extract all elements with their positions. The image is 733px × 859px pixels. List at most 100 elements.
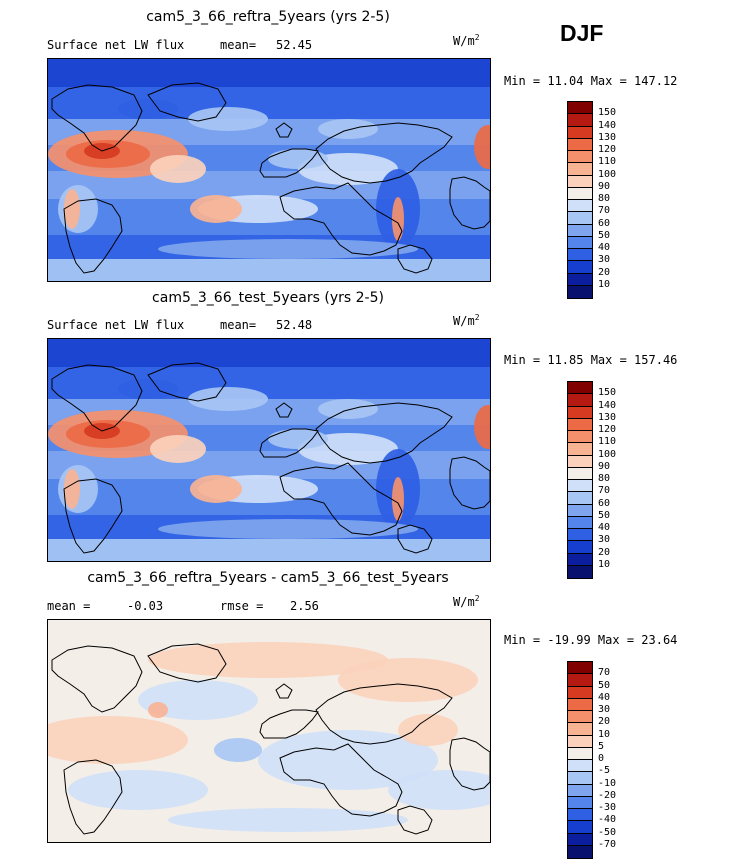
colorbar-swatch bbox=[568, 529, 592, 542]
colorbar-swatch bbox=[568, 809, 592, 822]
panel-3-map bbox=[47, 619, 491, 843]
panel-3-mean-value: -0.03 bbox=[127, 599, 164, 613]
colorbar-swatch bbox=[568, 382, 592, 395]
colorbar-level-label: 140 bbox=[598, 399, 617, 411]
colorbar-level-label: 150 bbox=[598, 387, 617, 399]
panel-1-colorbar bbox=[567, 101, 593, 299]
colorbar-swatch bbox=[568, 212, 592, 225]
panel-3-title: cam5_3_66_reftra_5years - cam5_3_66_test… bbox=[87, 570, 449, 586]
colorbar-level-label: 50 bbox=[598, 229, 611, 241]
colorbar-swatch bbox=[568, 735, 592, 748]
colorbar-level-label: 30 bbox=[598, 704, 611, 715]
colorbar-swatch bbox=[568, 553, 592, 566]
colorbar-level-label: 110 bbox=[598, 436, 617, 448]
panel-3-rmse-label: rmse = bbox=[220, 599, 264, 613]
colorbar-swatch bbox=[568, 431, 592, 444]
colorbar-level-label: -10 bbox=[598, 777, 617, 789]
colorbar-swatch bbox=[568, 541, 592, 554]
colorbar-swatch bbox=[568, 796, 592, 809]
colorbar-swatch bbox=[568, 443, 592, 456]
colorbar-swatch bbox=[568, 467, 592, 480]
colorbar-level-label: 120 bbox=[598, 424, 617, 435]
colorbar-swatch bbox=[568, 249, 592, 262]
colorbar-level-label: -70 bbox=[598, 838, 617, 850]
panel-2-field-label: Surface net LW flux bbox=[47, 318, 185, 332]
panel-3-unit: W/m2 bbox=[453, 594, 480, 609]
colorbar-level-label: 150 bbox=[598, 107, 617, 119]
panel-1-mean-label: mean= bbox=[220, 38, 257, 52]
panel-2-unit: W/m2 bbox=[453, 313, 480, 328]
colorbar-level-label: 140 bbox=[598, 119, 617, 131]
colorbar-swatch bbox=[568, 747, 592, 760]
colorbar-level-label: -30 bbox=[598, 802, 617, 813]
colorbar-swatch bbox=[568, 175, 592, 188]
colorbar-level-label: 30 bbox=[598, 254, 611, 266]
colorbar-level-label: 10 bbox=[598, 728, 611, 740]
colorbar-level-label: 130 bbox=[598, 411, 617, 423]
panel-3-mean-label: mean = bbox=[47, 599, 91, 613]
panel-1-mean-value: 52.45 bbox=[276, 38, 313, 52]
panel-3-colorbar bbox=[567, 661, 593, 859]
colorbar-swatch bbox=[568, 845, 592, 858]
panel-1-field-label: Surface net LW flux bbox=[47, 38, 185, 52]
colorbar-level-label: 100 bbox=[598, 448, 617, 460]
colorbar-level-label: 70 bbox=[598, 485, 611, 497]
colorbar-swatch bbox=[568, 711, 592, 724]
colorbar-level-label: 80 bbox=[598, 473, 611, 484]
colorbar-swatch bbox=[568, 723, 592, 736]
colorbar-swatch bbox=[568, 418, 592, 431]
panel-1-map bbox=[47, 58, 491, 282]
panel-1-unit: W/m2 bbox=[453, 33, 480, 48]
colorbar-level-label: 10 bbox=[598, 558, 611, 570]
colorbar-level-label: 40 bbox=[598, 242, 611, 253]
colorbar-swatch bbox=[568, 455, 592, 468]
colorbar-swatch bbox=[568, 698, 592, 711]
colorbar-level-label: 20 bbox=[598, 716, 611, 728]
colorbar-swatch bbox=[568, 760, 592, 773]
colorbar-level-label: 100 bbox=[598, 168, 617, 180]
colorbar-level-label: 20 bbox=[598, 546, 611, 558]
colorbar-swatch bbox=[568, 102, 592, 115]
colorbar-level-label: 50 bbox=[598, 679, 611, 691]
colorbar-swatch bbox=[568, 480, 592, 493]
colorbar-swatch bbox=[568, 565, 592, 578]
colorbar-level-label: 10 bbox=[598, 278, 611, 290]
colorbar-level-label: 90 bbox=[598, 180, 611, 192]
panel-3-minmax: Min = -19.99 Max = 23.64 bbox=[504, 633, 678, 647]
colorbar-swatch bbox=[568, 224, 592, 237]
colorbar-swatch bbox=[568, 126, 592, 139]
colorbar-level-label: 130 bbox=[598, 131, 617, 143]
panel-2-mean-label: mean= bbox=[220, 318, 257, 332]
colorbar-swatch bbox=[568, 686, 592, 699]
panel-2-map bbox=[47, 338, 491, 562]
colorbar-level-label: 70 bbox=[598, 205, 611, 217]
colorbar-level-label: -20 bbox=[598, 789, 617, 801]
panel-3-rmse-value: 2.56 bbox=[290, 599, 319, 613]
colorbar-level-label: 30 bbox=[598, 534, 611, 546]
colorbar-level-label: 40 bbox=[598, 522, 611, 533]
colorbar-swatch bbox=[568, 833, 592, 846]
colorbar-swatch bbox=[568, 504, 592, 517]
colorbar-level-label: -40 bbox=[598, 814, 617, 826]
colorbar-swatch bbox=[568, 151, 592, 164]
colorbar-level-label: 90 bbox=[598, 460, 611, 472]
colorbar-level-label: 80 bbox=[598, 193, 611, 204]
colorbar-swatch bbox=[568, 187, 592, 200]
colorbar-swatch bbox=[568, 662, 592, 675]
colorbar-swatch bbox=[568, 285, 592, 298]
colorbar-level-label: 50 bbox=[598, 509, 611, 521]
panel-2-mean-value: 52.48 bbox=[276, 318, 313, 332]
colorbar-swatch bbox=[568, 200, 592, 213]
colorbar-swatch bbox=[568, 821, 592, 834]
colorbar-level-label: 40 bbox=[598, 691, 611, 703]
colorbar-level-label: 5 bbox=[598, 740, 605, 752]
colorbar-swatch bbox=[568, 674, 592, 687]
colorbar-swatch bbox=[568, 516, 592, 529]
colorbar-swatch bbox=[568, 114, 592, 127]
colorbar-swatch bbox=[568, 784, 592, 797]
colorbar-swatch bbox=[568, 406, 592, 419]
colorbar-swatch bbox=[568, 236, 592, 249]
colorbar-level-label: 70 bbox=[598, 667, 611, 679]
panel-1-title: cam5_3_66_reftra_5years (yrs 2-5) bbox=[146, 9, 390, 25]
colorbar-level-label: 110 bbox=[598, 156, 617, 168]
